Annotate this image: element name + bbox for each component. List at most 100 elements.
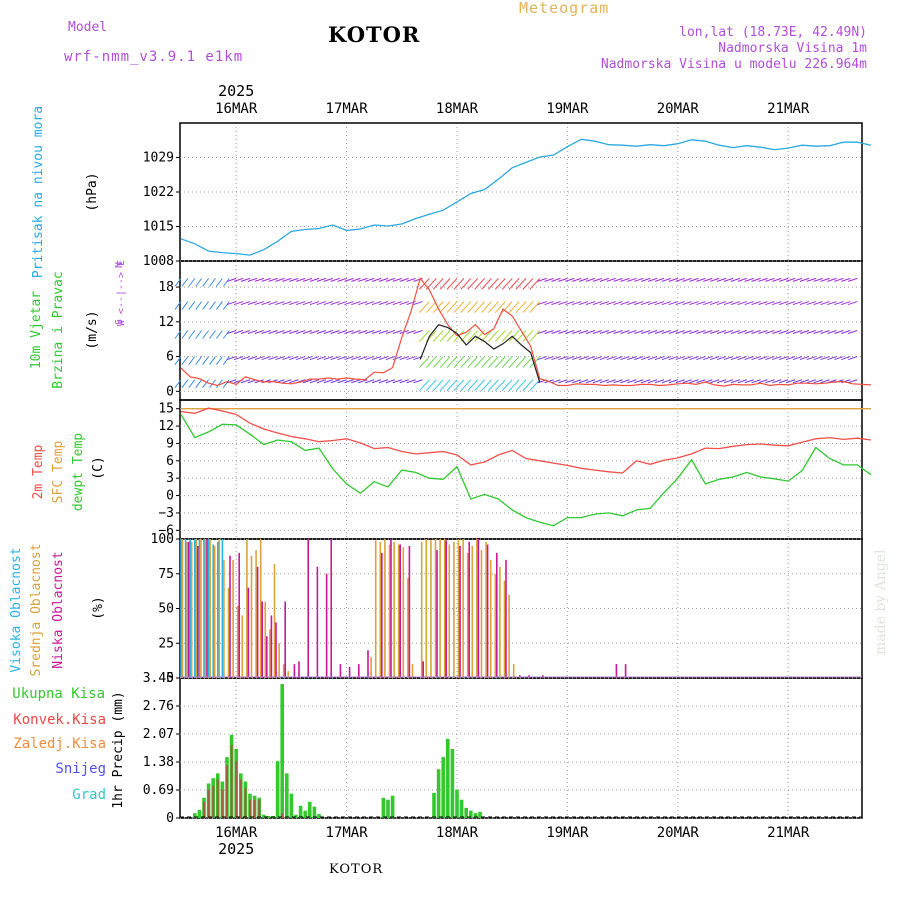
- temp-unit-label: (C): [91, 456, 106, 479]
- y-tick-label: 6: [166, 454, 174, 469]
- wind-barb: [689, 379, 699, 384]
- wind-barb: [585, 379, 596, 384]
- wind-barb: [522, 301, 534, 313]
- model-elevation-text: Nadmorska Visina u modelu 226.964m: [600, 57, 867, 72]
- wind-barb: [222, 356, 230, 365]
- wind-barb: [268, 301, 278, 306]
- wind-barb: [792, 379, 803, 384]
- wind-barb: [827, 356, 837, 361]
- wind-barb: [641, 330, 651, 334]
- precip-bar-total: [432, 792, 436, 818]
- wind-barb: [551, 356, 561, 361]
- wind-barb: [432, 278, 444, 290]
- precip-bar-convective: [253, 799, 256, 818]
- wind-barb: [834, 301, 844, 306]
- wind-barb: [268, 277, 278, 282]
- wind-barb: [537, 301, 547, 306]
- wind-barb: [744, 330, 754, 334]
- wind-barb: [501, 301, 513, 313]
- wind-barb: [467, 379, 479, 392]
- wind-barb: [195, 278, 203, 287]
- wind-barb: [689, 277, 699, 282]
- precip-bar-total: [459, 799, 464, 818]
- wind-barb: [730, 356, 741, 361]
- wind-barb: [585, 301, 596, 306]
- wind-barb: [606, 356, 616, 361]
- wind-barb: [682, 356, 692, 361]
- wind-barb: [606, 301, 616, 306]
- wind-barb: [282, 301, 292, 306]
- wind-barb: [474, 301, 485, 313]
- wind-barb: [585, 356, 596, 361]
- wind-barb: [330, 330, 340, 334]
- wind-barb: [515, 301, 527, 313]
- precip-legend-item: Snijeg: [55, 761, 106, 777]
- wind-barb: [344, 330, 354, 334]
- wind-barb: [613, 301, 623, 306]
- wind-barb: [806, 330, 816, 334]
- wind-barb: [439, 278, 451, 290]
- wind-barb: [174, 278, 182, 287]
- precip-bar-total: [266, 815, 271, 818]
- wind-barb: [371, 356, 382, 361]
- wind-barb: [399, 277, 409, 282]
- wind-barb: [620, 301, 630, 306]
- wind-barb: [439, 301, 451, 313]
- wind-barb: [425, 356, 437, 368]
- wind-barb: [488, 330, 499, 342]
- wind-barb: [474, 278, 485, 290]
- wind-barb: [494, 379, 506, 392]
- wind-barb: [565, 277, 575, 282]
- wind-barb: [378, 356, 389, 361]
- wind-barb: [309, 330, 320, 334]
- y-tick-label: 100: [151, 532, 174, 547]
- wind-barb: [620, 330, 630, 334]
- wind-barb: [330, 301, 340, 306]
- wind-barb: [785, 277, 796, 282]
- wind-barb: [599, 379, 609, 384]
- wind-barb: [215, 379, 223, 389]
- wind-barb: [841, 330, 851, 334]
- y-tick-label: 0: [166, 489, 174, 504]
- wind-barb: [202, 356, 210, 365]
- wind-barb: [337, 379, 347, 384]
- wind-barb: [716, 356, 727, 361]
- wind-barb: [765, 301, 775, 306]
- wind-barb: [634, 330, 644, 334]
- wind-barb: [202, 330, 210, 339]
- wind-barb: [522, 278, 534, 290]
- wind-barb: [296, 277, 306, 282]
- wind-barb: [592, 277, 603, 282]
- model-name: wrf-nmm_v3.9.1 e1km: [64, 49, 244, 65]
- wind-barb: [744, 277, 754, 282]
- y-tick-label: 1008: [143, 254, 174, 269]
- wind-barb: [558, 330, 568, 334]
- precip-bar-total: [473, 813, 478, 818]
- precip-bar-convective: [249, 799, 251, 818]
- y-tick-label: 12: [158, 419, 174, 434]
- wind-barb: [337, 356, 347, 361]
- wind-barb: [737, 277, 747, 282]
- wind-barb: [247, 356, 258, 361]
- wind-barb: [453, 301, 465, 313]
- temp-line-dewpt: [180, 414, 872, 527]
- wind-barb: [413, 330, 423, 334]
- wind-barb: [772, 356, 782, 361]
- wind-barb: [351, 277, 361, 282]
- wind-barb: [344, 277, 354, 282]
- wind-barb: [565, 301, 575, 306]
- wind-barb: [730, 379, 741, 384]
- wind-barb: [481, 301, 492, 313]
- wind-barb: [202, 301, 210, 310]
- wind-barb: [744, 301, 754, 306]
- wind-unit-label: (m/s): [85, 310, 100, 349]
- wind-barb: [572, 356, 582, 361]
- wind-barb: [558, 379, 568, 384]
- wind-barb: [413, 301, 423, 306]
- y-tick-label: 0.69: [143, 783, 174, 798]
- wind-barb: [330, 379, 340, 384]
- wind-barb: [758, 277, 768, 282]
- wind-barb: [425, 301, 437, 313]
- wind-barb: [641, 301, 651, 306]
- wind-barb: [222, 330, 230, 339]
